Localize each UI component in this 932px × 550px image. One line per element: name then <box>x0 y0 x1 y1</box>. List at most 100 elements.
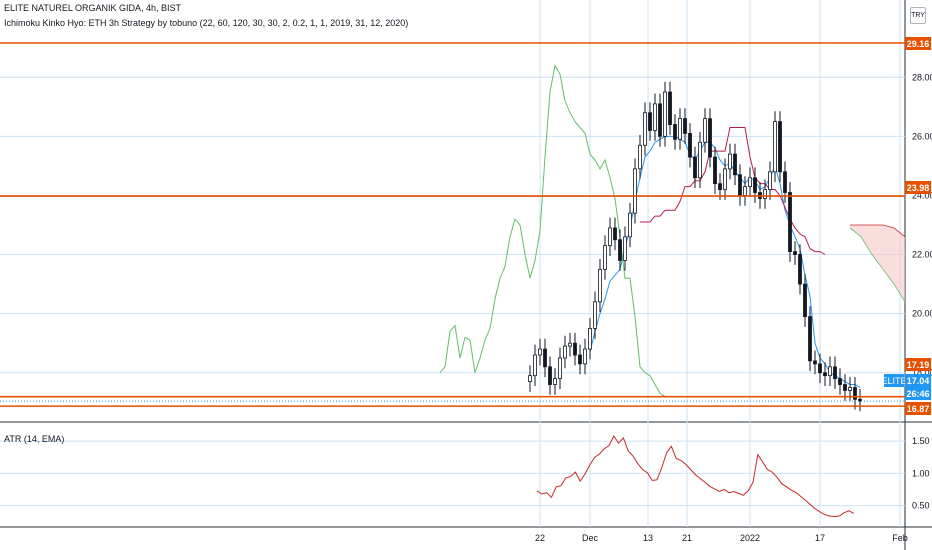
candle-body <box>673 124 677 140</box>
horizontal-levels <box>0 42 905 407</box>
atr-y-tick-label: 1.50 <box>912 436 930 446</box>
atr-line <box>536 435 855 518</box>
x-tick-label: 2022 <box>740 533 760 543</box>
atr-y-tick-label: 1.00 <box>912 468 930 478</box>
candle-body <box>773 121 777 173</box>
candle-body <box>783 171 787 193</box>
candle-body <box>708 118 712 158</box>
candle-body <box>583 348 587 365</box>
candle-body <box>588 328 592 350</box>
candle-body <box>633 168 637 214</box>
candle-body <box>578 354 582 365</box>
candle-body <box>533 354 537 377</box>
candle-body <box>593 301 597 329</box>
y-tick-label: 26.00 <box>912 131 932 141</box>
y-tick-label: 18.00 <box>912 368 932 378</box>
price-tag-mid: 23.98 <box>905 181 931 194</box>
symbol-title: ELITE NATUREL ORGANIK GIDA, 4h, BIST <box>4 3 182 13</box>
candle-body <box>663 91 667 137</box>
candle-body <box>853 387 857 400</box>
candle-body <box>718 183 722 190</box>
candle-body <box>643 112 647 146</box>
candle-body <box>678 118 682 140</box>
price-tag-17-19: 17.19 <box>905 358 931 371</box>
candle-body <box>603 245 607 270</box>
candle-body <box>608 227 612 247</box>
price-tag-bottom: 16.87 <box>905 402 931 415</box>
last-price-tag: 17.04 <box>905 374 931 387</box>
chikou-line <box>439 64 666 397</box>
candle-body <box>668 91 672 125</box>
candle-body <box>688 133 692 158</box>
countdown-tag: 26:46 <box>905 387 931 400</box>
candle-body <box>638 144 642 170</box>
candle-body <box>798 254 802 285</box>
ichimoku-cloud <box>849 224 906 303</box>
candle-body <box>558 357 562 380</box>
x-tick-label: 22 <box>535 533 545 543</box>
candle-body <box>788 192 792 252</box>
cloud-lower <box>849 227 906 303</box>
candle-body <box>568 342 572 347</box>
candles <box>528 81 862 412</box>
cloud-area <box>850 225 905 302</box>
candle-body <box>818 363 822 374</box>
candle-body <box>768 171 772 190</box>
candle-body <box>618 239 622 261</box>
candle-body <box>658 103 662 137</box>
candle-body <box>858 398 862 402</box>
candle-body <box>683 118 687 134</box>
candle-body <box>753 177 757 193</box>
time-axis: 22 Dec 13 21 2022 17 Feb <box>535 533 908 543</box>
candle-body <box>613 227 617 241</box>
candle-body <box>563 345 567 359</box>
indicator-title[interactable]: Ichimoku Kinko Hyo: ETH 3h Strategy by t… <box>4 18 409 28</box>
price-tag-top: 29.16 <box>905 37 931 50</box>
candle-body <box>803 283 807 317</box>
candle-body <box>528 375 532 382</box>
candle-body <box>728 153 732 170</box>
candle-body <box>823 372 827 377</box>
y-tick-label: 20.00 <box>912 309 932 319</box>
x-tick-label: 21 <box>682 533 692 543</box>
candle-body <box>648 112 652 131</box>
candle-body <box>763 189 767 199</box>
candle-body <box>833 366 837 380</box>
y-tick-label: 22.00 <box>912 250 932 260</box>
x-tick-label: Feb <box>892 533 908 543</box>
candle-body <box>733 153 737 176</box>
candle-body <box>808 316 812 362</box>
candle-body <box>598 268 602 303</box>
atr-y-tick-label: 0.50 <box>912 501 930 511</box>
candle-body <box>713 156 717 185</box>
candle-body <box>538 348 542 356</box>
candle-body <box>548 366 552 385</box>
candle-body <box>703 118 707 143</box>
price-axis: 28.00 26.00 24.00 22.00 20.00 18.00 1.50 1.00 0.… <box>912 72 932 510</box>
candle-body <box>573 342 577 356</box>
candle-body <box>838 378 842 385</box>
x-tick-label: Dec <box>582 533 599 543</box>
y-tick-label: 28.00 <box>912 72 932 82</box>
kijun-line <box>640 127 826 255</box>
candle-body <box>623 236 627 261</box>
atr-title[interactable]: ATR (14, EMA) <box>4 434 65 444</box>
candle-body <box>848 387 852 391</box>
candle-body <box>553 378 557 385</box>
candle-body <box>813 360 817 365</box>
currency-button[interactable]: TRY <box>910 7 926 24</box>
x-tick-label: 17 <box>815 533 825 543</box>
y-tick-label: 24.00 <box>912 190 932 200</box>
symbol-tag: ELITE <box>881 374 907 387</box>
candle-body <box>653 103 657 131</box>
candle-body <box>723 168 727 190</box>
candle-body <box>543 348 547 368</box>
x-tick-label: 13 <box>643 533 653 543</box>
candle-body <box>743 186 747 196</box>
candle-body <box>693 156 697 179</box>
candle-body <box>738 174 742 196</box>
candle-body <box>828 366 832 377</box>
candle-body <box>628 212 632 238</box>
